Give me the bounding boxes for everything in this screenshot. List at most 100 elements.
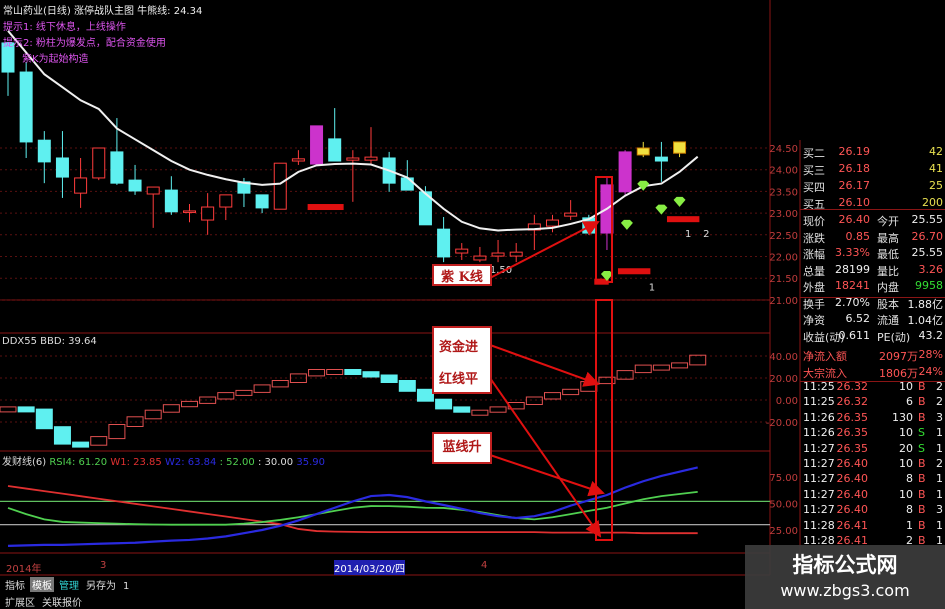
bid-price: 26.18 — [838, 162, 871, 175]
price-tick: 22.50 — [769, 231, 798, 242]
tab-extension[interactable]: 扩展区 — [5, 598, 35, 609]
candle — [255, 194, 269, 209]
tab-indicator[interactable]: 指标 — [5, 581, 25, 592]
diamond-icon — [673, 196, 686, 207]
axes: 24.50 24.00 23.50 23.00 22.50 22.00 21.50 21.00… — [766, 144, 798, 537]
ma-line — [7, 30, 699, 232]
candle — [618, 151, 632, 193]
price-tick: 21.50 — [769, 274, 798, 285]
candle — [183, 210, 196, 213]
highlight-box-indicator — [595, 299, 613, 541]
stat-label: 涨幅 — [803, 248, 825, 261]
date-year: 2014年 — [6, 564, 42, 575]
candle — [164, 189, 178, 213]
candle — [654, 156, 668, 162]
trade-price: 26.40 — [836, 487, 869, 501]
annotation-arrow — [489, 454, 605, 497]
ddx-step — [380, 374, 398, 383]
trade-count: 1 — [936, 534, 943, 547]
tab-manage[interactable]: 管理 — [59, 581, 79, 592]
ddx-step — [544, 392, 561, 400]
trade-time: 11:27 — [803, 487, 835, 501]
stat-label-2: 最低 — [877, 248, 899, 261]
legend-52: : 52.00 — [219, 457, 255, 468]
ddx-title: DDX55 BBD: 39.64 — [2, 336, 97, 347]
hint-1: 提示1: 线下休息，上线操作 — [3, 22, 126, 33]
price-tick: 24.50 — [769, 144, 798, 155]
bid-price: 26.17 — [838, 179, 871, 192]
ddx-tick: 20.00 — [769, 374, 798, 385]
bid-label: 买四 — [803, 181, 825, 194]
bid-volume: 42 — [929, 145, 943, 158]
trade-volume: 10 — [899, 380, 913, 393]
price-tick: 22.00 — [769, 253, 798, 264]
trade-side: B — [918, 534, 926, 547]
stat-value: 18241 — [835, 279, 870, 292]
ddx-step — [634, 364, 652, 374]
stat-label: 总量 — [803, 264, 825, 278]
ddx-step — [289, 373, 307, 383]
trade-volume: 6 — [906, 395, 913, 409]
annotation-box-fund: 资金进 红线平 — [432, 326, 492, 394]
trade-price: 26.32 — [836, 380, 869, 393]
stat-value-2: 1.04亿 — [907, 314, 944, 327]
stat-label: 收益(动) — [803, 330, 845, 344]
candle — [418, 191, 432, 226]
trade-volume: 2 — [906, 534, 913, 547]
candle — [673, 141, 687, 154]
indicator-tick: 25.00 — [769, 526, 798, 537]
signal-bar — [617, 268, 651, 275]
candle — [273, 162, 287, 210]
ddx-step — [0, 406, 17, 413]
stat-label-2: 今开 — [877, 215, 899, 228]
stat-value: 28199 — [835, 262, 870, 276]
trade-volume: 8 — [906, 503, 913, 517]
hint-2: 提示2: 粉柱为爆发点，配合资金使用 — [3, 38, 166, 49]
tab-related-quote[interactable]: 关联报价 — [42, 598, 82, 609]
trade-time: 11:27 — [803, 441, 835, 455]
hint-3: 紫K为起始构造 — [22, 54, 89, 65]
ddx-step — [362, 371, 380, 378]
trade-side: B — [918, 395, 926, 409]
stat-value: 0.85 — [845, 229, 871, 243]
grid — [0, 0, 801, 576]
ddx-step — [108, 424, 126, 440]
candle — [291, 158, 305, 162]
flow-label: 大宗流入 — [803, 367, 847, 380]
tab-save-as[interactable]: 另存为 — [86, 581, 116, 592]
candle — [1, 42, 15, 73]
bid-volume: 41 — [929, 162, 943, 175]
ddx-tick: 40.00 — [769, 352, 798, 363]
ddx-tick: -20.00 — [766, 418, 798, 429]
trade-count: 1 — [936, 518, 943, 532]
overlay: 1 1 2 21.50 — [7, 30, 710, 547]
annotation-purple-k: 紫 K线 — [432, 264, 492, 286]
ddx-step — [489, 406, 507, 413]
price-tick: 23.00 — [769, 209, 798, 220]
indicator-tick: 50.00 — [769, 500, 798, 511]
stat-label: 换手 — [803, 297, 825, 311]
indicator-series — [7, 466, 698, 547]
price-tick: 21.00 — [769, 296, 798, 307]
trade-side: S — [918, 426, 925, 440]
panel-divider — [800, 381, 945, 382]
candle — [364, 156, 378, 161]
trade-time: 11:27 — [803, 457, 835, 470]
candle — [437, 228, 451, 258]
stat-label: 现价 — [803, 215, 825, 228]
legend-rsi: RSI4: 61.20 — [49, 457, 108, 468]
candle — [128, 179, 142, 192]
candle — [19, 71, 33, 143]
tab-1[interactable]: 1 — [123, 581, 130, 592]
trade-price: 26.40 — [836, 472, 869, 486]
ddx-step — [562, 388, 580, 396]
ddx-step — [525, 396, 543, 405]
ddx-step — [181, 400, 198, 408]
trade-side: B — [918, 472, 926, 486]
tab-template[interactable]: 模板 — [30, 577, 54, 592]
indicator-series — [7, 485, 698, 535]
candle — [509, 251, 523, 257]
stat-value-2: 3.26 — [918, 262, 944, 276]
annotation-arrow — [489, 377, 602, 538]
